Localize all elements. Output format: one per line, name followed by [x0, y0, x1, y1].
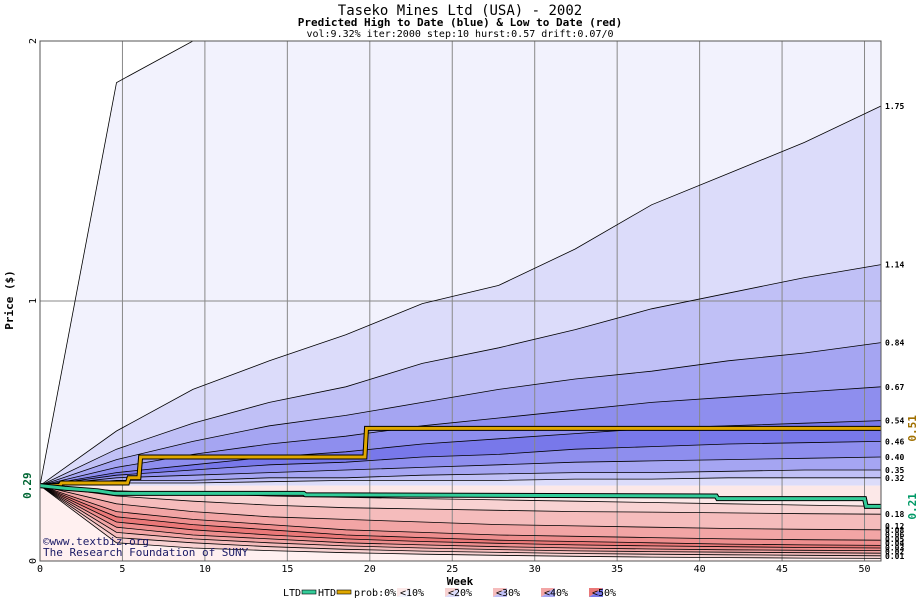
legend-item-label: <10% [400, 588, 424, 599]
low-boundary-5 [39, 485, 882, 546]
start-price-label: 0.29 [21, 472, 34, 499]
low-end-label: 0.01 [885, 552, 904, 561]
high-boundary-7 [39, 441, 882, 486]
legend-item-label: <30% [496, 588, 520, 599]
high-boundary-2 [39, 105, 882, 486]
x-tick-label: 30 [529, 564, 541, 575]
high-end-label: 0.40 [885, 453, 904, 462]
low-end-label: 0.02 [885, 548, 904, 557]
x-tick-label: 35 [611, 564, 623, 575]
legend-htd-label: HTD [318, 588, 336, 599]
credit-org: The Research Foundation of SUNY [43, 546, 249, 559]
high-end-label: 0.46 [885, 437, 904, 446]
low-boundary-3 [39, 485, 882, 531]
htd-end-label: 0.51 [906, 415, 919, 442]
legend-prob-label: prob:0% [354, 588, 396, 599]
high-end-label: 0.84 [885, 339, 904, 348]
legend-swatch-high [541, 588, 555, 597]
chart-title: Taseko Mines Ltd (USA) - 2002 [338, 3, 582, 19]
low-end-label: 0.04 [885, 539, 904, 548]
high-boundary-6 [39, 420, 882, 486]
y-tick-label: 2 [28, 38, 39, 44]
legend-htd-swatch [336, 589, 352, 595]
high-boundary-10 [39, 477, 881, 486]
low-end-label: 0.05 [885, 535, 904, 544]
chart-subtitle: Predicted High to Date (blue) & Low to D… [298, 16, 623, 29]
high-band-7 [40, 441, 881, 486]
x-tick-label: 15 [281, 564, 293, 575]
low-band-floor [40, 485, 881, 561]
high-end-label: 0.54 [885, 417, 904, 426]
x-tick-label: 0 [37, 564, 43, 575]
legend-item-label: <50% [592, 588, 616, 599]
y-tick-label: 1 [28, 298, 39, 304]
x-tick-label: 10 [199, 564, 211, 575]
x-tick-label: 40 [694, 564, 706, 575]
high-band-10 [40, 477, 881, 486]
y-axis-ticks: 0 1 2 [28, 38, 39, 564]
high-end-label: 1.75 [885, 102, 904, 111]
x-tick-label: 5 [119, 564, 125, 575]
low-band-2 [40, 485, 881, 515]
low-end-label: 0.06 [885, 531, 904, 540]
high-band-1 [40, 41, 881, 486]
grid-lines [40, 41, 881, 561]
legend-ltd-swatch [301, 589, 317, 595]
legend-item-label: <40% [544, 588, 568, 599]
high-band-4 [40, 342, 881, 486]
high-end-label: 1.14 [885, 261, 904, 270]
low-boundary-7 [39, 485, 882, 551]
legend-swatch-high [397, 588, 411, 597]
legend-swatch-high [589, 588, 603, 597]
x-tick-label: 50 [858, 564, 870, 575]
low-boundary-8 [39, 485, 882, 554]
high-boundary-3 [39, 264, 882, 486]
high-end-label: 0.32 [885, 474, 904, 483]
x-axis-label: Week [447, 575, 474, 588]
low-end-label: 0.08 [885, 526, 904, 535]
low-boundary-6 [39, 485, 882, 549]
low-boundary-9 [39, 485, 882, 557]
low-end-label: 0.03 [885, 543, 904, 552]
high-band-3 [40, 264, 881, 486]
high-band-5 [40, 386, 881, 486]
band-end-labels: 1.75 1.14 0.84 0.67 0.54 0.46 0.40 0.350.32 0.18… [885, 102, 904, 561]
low-band-7 [40, 485, 881, 551]
ltd-line [39, 484, 881, 508]
y-axis-label: Price ($) [3, 270, 16, 330]
high-boundary-4 [39, 342, 882, 486]
x-tick-label: 25 [446, 564, 458, 575]
high-boundary-9 [39, 469, 881, 486]
high-band-2 [40, 106, 881, 486]
low-boundary-10 [39, 485, 882, 559]
x-tick-label: 20 [364, 564, 376, 575]
low-boundary-2 [39, 485, 882, 515]
legend-swatch-high [493, 588, 507, 597]
legend-swatch-high [445, 588, 459, 597]
legend-item-label: <20% [448, 588, 472, 599]
high-band-6 [40, 420, 881, 486]
low-end-label: 0.12 [885, 522, 904, 531]
low-boundary-4 [39, 485, 882, 541]
x-tick-label: 45 [776, 564, 788, 575]
htd-ltd-lines [39, 425, 881, 509]
high-end-label: 0.35 [885, 466, 904, 475]
simulation-params: vol:9.32% iter:2000 step:10 hurst:0.57 d… [306, 29, 613, 40]
credit-site: ©www.textbiz.org [43, 535, 149, 548]
legend-ltd-label: LTD [283, 588, 301, 599]
plot-frame [39, 40, 882, 562]
high-boundary-8 [39, 456, 882, 486]
y-tick-label: 0 [28, 558, 39, 564]
low-band-6 [40, 485, 881, 548]
high-end-label: 0.67 [885, 383, 904, 392]
x-axis-ticks: 0 5 10 15 20 25 30 35 40 45 50 [37, 564, 871, 575]
high-bands [40, 41, 881, 486]
low-band-3 [40, 485, 881, 530]
htd-line [40, 426, 881, 488]
legend: LTD HTD prob:0% <10% <20% <30% <40% <50% [283, 588, 616, 599]
ltd-end-label: 0.21 [906, 493, 919, 520]
low-end-label: 0.18 [885, 510, 904, 519]
